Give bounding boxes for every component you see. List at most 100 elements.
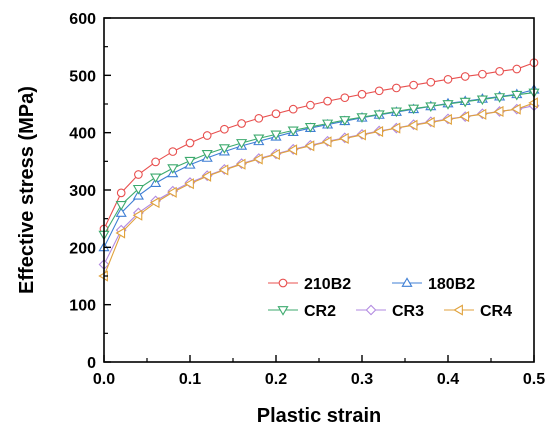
data-point-cr4-18 xyxy=(407,119,418,131)
data-point-cr4-9 xyxy=(253,153,263,165)
data-point-210b2-21 xyxy=(460,72,470,81)
series-group xyxy=(98,58,540,282)
y-tick-label-1: 100 xyxy=(69,298,96,315)
data-point-cr2-16 xyxy=(373,110,385,121)
data-point-180b2-1 xyxy=(115,207,127,217)
data-point-210b2-10 xyxy=(271,109,281,119)
data-point-210b2-3 xyxy=(151,157,160,167)
data-point-cr2-12 xyxy=(304,123,316,133)
data-point-cr4-4 xyxy=(167,186,177,198)
data-point-cr2-20 xyxy=(442,100,454,110)
series-cr2 xyxy=(98,88,540,241)
y-axis-title: Effective stress (MPa) xyxy=(16,86,38,294)
data-point-cr4-2 xyxy=(132,209,143,221)
data-point-210b2-2 xyxy=(134,170,143,179)
data-point-cr4-22 xyxy=(476,108,487,120)
data-point-cr2-24 xyxy=(511,90,523,101)
series-line-cr2 xyxy=(103,91,535,235)
data-point-210b2-13 xyxy=(323,96,332,106)
series-line-180b2 xyxy=(103,89,535,248)
series-180b2 xyxy=(98,83,540,252)
data-point-cr4-16 xyxy=(373,125,384,138)
data-point-cr2-1 xyxy=(115,200,127,211)
data-point-cr4-11 xyxy=(287,144,298,156)
data-point-cr4-10 xyxy=(270,148,280,161)
x-tick-label-0: 0.0 xyxy=(93,371,115,388)
legend-item-cr4: CR4 xyxy=(444,303,512,320)
data-point-210b2-12 xyxy=(306,100,315,110)
data-point-cr2-8 xyxy=(236,139,248,149)
data-point-cr4-7 xyxy=(218,164,229,176)
y-tick-label-4: 400 xyxy=(69,126,96,143)
data-point-cr2-19 xyxy=(425,102,437,113)
data-point-210b2-1 xyxy=(116,188,126,198)
data-point-210b2-4 xyxy=(168,147,178,156)
legend-label-cr4: CR4 xyxy=(480,303,512,320)
data-point-210b2-19 xyxy=(426,77,436,87)
data-point-cr4-12 xyxy=(304,140,315,152)
data-point-cr4-19 xyxy=(425,116,435,128)
data-point-210b2-5 xyxy=(185,138,195,148)
series-line-cr3 xyxy=(103,105,535,265)
legend-item-cr3: CR3 xyxy=(356,303,424,320)
data-point-210b2-20 xyxy=(443,74,453,84)
data-point-210b2-16 xyxy=(374,86,384,96)
series-210b2 xyxy=(99,58,539,234)
data-point-210b2-24 xyxy=(512,64,522,74)
data-point-210b2-22 xyxy=(478,69,487,79)
data-point-cr2-23 xyxy=(494,93,506,103)
data-point-210b2-14 xyxy=(340,93,350,103)
data-point-cr4-23 xyxy=(493,105,504,118)
x-tick-label-1: 0.1 xyxy=(179,371,201,388)
data-point-cr4-21 xyxy=(459,111,470,123)
axes-group: 0.0 0.1 0.2 0.3 0.4 0.5 0 100 200 300 400 500 600 xyxy=(69,11,545,388)
data-point-cr4-13 xyxy=(321,136,332,148)
x-tick-label-5: 0.5 xyxy=(523,371,545,388)
data-point-180b2-2 xyxy=(132,190,144,200)
data-point-cr2-3 xyxy=(150,173,162,184)
data-point-cr2-18 xyxy=(408,104,420,115)
data-point-cr4-1 xyxy=(115,227,126,239)
data-point-210b2-6 xyxy=(202,131,212,140)
data-point-210b2-9 xyxy=(254,113,264,123)
data-point-cr4-6 xyxy=(201,170,212,182)
y-tick-label-5: 500 xyxy=(69,68,96,85)
data-point-cr2-15 xyxy=(356,113,368,123)
series-line-cr4 xyxy=(103,102,535,277)
x-tick-label-3: 0.3 xyxy=(351,371,373,388)
data-point-cr4-17 xyxy=(390,122,401,134)
data-point-cr4-3 xyxy=(149,197,160,209)
data-point-210b2-17 xyxy=(392,83,401,93)
legend-marker-cr3 xyxy=(365,304,377,316)
y-tick-label-2: 200 xyxy=(69,240,96,257)
legend-label-180b2: 180B2 xyxy=(428,276,475,293)
data-point-cr2-13 xyxy=(322,119,334,130)
data-point-cr2-14 xyxy=(339,116,351,126)
data-point-cr2-6 xyxy=(201,149,213,160)
legend-item-cr2: CR2 xyxy=(268,303,336,320)
data-point-cr2-21 xyxy=(459,97,471,108)
data-point-cr4-8 xyxy=(235,158,246,170)
legend-item-180b2: 180B2 xyxy=(392,276,475,293)
data-point-210b2-7 xyxy=(220,124,229,134)
data-point-210b2-11 xyxy=(288,104,298,114)
series-line-210b2 xyxy=(103,62,535,230)
legend-label-210b2: 210B2 xyxy=(304,276,351,293)
legend-marker-cr4 xyxy=(453,304,463,316)
x-tick-label-2: 0.2 xyxy=(265,371,287,388)
legend: 210B2 180B2 CR2 CR3 CR4 xyxy=(268,276,512,320)
legend-label-cr2: CR2 xyxy=(304,303,336,320)
data-point-210b2-15 xyxy=(357,89,367,99)
data-point-210b2-23 xyxy=(495,66,504,76)
data-point-210b2-8 xyxy=(237,119,246,128)
data-point-cr4-15 xyxy=(356,129,366,141)
data-point-cr4-20 xyxy=(442,113,452,126)
legend-item-210b2: 210B2 xyxy=(268,276,351,293)
data-point-cr2-11 xyxy=(287,126,299,137)
y-tick-label-0: 0 xyxy=(87,355,96,372)
data-point-210b2-18 xyxy=(409,80,418,90)
x-axis-title: Plastic strain xyxy=(257,405,382,427)
data-point-cr2-17 xyxy=(390,107,402,118)
